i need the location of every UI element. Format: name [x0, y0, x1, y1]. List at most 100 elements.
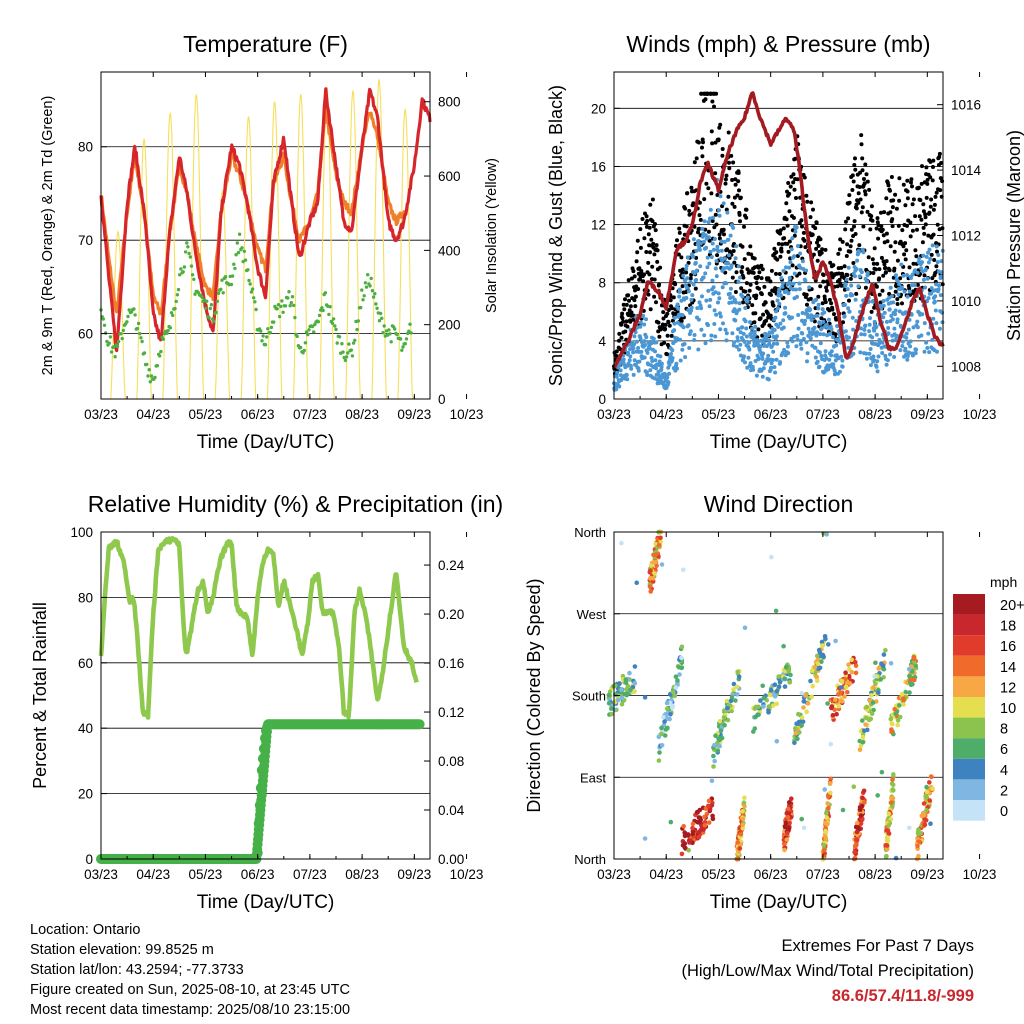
wind-direction-point	[876, 690, 881, 695]
gust-series-point	[634, 259, 639, 264]
gust-series-point	[833, 332, 838, 337]
wind-direction-point	[713, 733, 718, 738]
gust-series-point	[869, 214, 874, 219]
wind-series-point	[867, 329, 872, 334]
wind-direction-point	[888, 716, 894, 722]
legend-label: 10	[1000, 701, 1016, 717]
wind-series-point	[893, 338, 898, 343]
wind-direction-point	[809, 668, 815, 673]
wind-direction-point	[760, 683, 765, 689]
gust-series-point	[752, 256, 757, 261]
gust-series-point	[785, 223, 790, 228]
gust-series-point	[890, 205, 895, 210]
wind-series-point	[767, 338, 772, 343]
gust-series-point	[935, 222, 940, 227]
gust-series-point	[852, 219, 857, 224]
gust-series-point	[851, 179, 856, 184]
wind-direction-point	[716, 736, 721, 741]
dewpoint-series-point	[330, 321, 335, 325]
gust-series-point	[905, 196, 910, 201]
wind-series-point	[670, 348, 675, 353]
wind-series-point	[893, 308, 898, 313]
x-tick-label: 03/23	[597, 407, 631, 422]
wind-series-point	[618, 368, 623, 373]
extremes-box: Extremes For Past 7 Days (High/Low/Max W…	[681, 934, 974, 1009]
wind-direction-point	[758, 698, 763, 703]
wind-series-point	[831, 335, 835, 340]
wind-series-point	[933, 294, 938, 299]
wind-series-point	[773, 370, 778, 375]
wind-direction-point	[740, 822, 746, 828]
x-tick-label: 09/23	[397, 867, 431, 882]
wind-series-point	[753, 324, 758, 329]
wind-series-point	[672, 321, 677, 326]
dewpoint-series-point	[369, 276, 373, 281]
wind-series-point	[905, 273, 909, 277]
y2-tick-label: 0.24	[438, 558, 465, 573]
wind-series-point	[930, 243, 935, 248]
wind-series-point	[738, 342, 743, 347]
wind-direction-point	[814, 653, 820, 659]
gust-series-point	[725, 247, 730, 252]
gust-series-point	[723, 177, 728, 182]
dewpoint-series-point	[360, 288, 364, 292]
wind-series-point	[724, 281, 729, 286]
gust-series-point	[620, 311, 625, 316]
wind-direction-point	[677, 672, 682, 677]
created-text: Figure created on Sun, 2025-08-10, at 23…	[30, 982, 350, 998]
wind-direction-point	[923, 818, 929, 823]
gust-series-point	[648, 250, 652, 255]
gust-series-point	[636, 287, 641, 291]
wind-direction-point	[740, 809, 745, 814]
gust-series-point	[934, 190, 939, 195]
wind-series-point	[667, 362, 672, 367]
gust-series-point	[897, 198, 902, 203]
wind-direction-point	[654, 563, 659, 569]
wind-series-point	[940, 320, 945, 325]
wind-series-point	[806, 326, 811, 331]
gust-series-point	[647, 225, 652, 230]
gust-series-point	[733, 177, 738, 182]
gust-series-point	[871, 271, 876, 275]
wind-series-point	[887, 307, 892, 312]
wind-series-point	[775, 341, 780, 346]
wind-direction-point	[838, 690, 843, 695]
dewpoint-series-point	[254, 307, 258, 312]
gust-series-point	[793, 156, 798, 161]
gust-series-point	[716, 137, 721, 142]
wind-direction-point	[706, 803, 711, 809]
wind-direction-point	[825, 701, 830, 706]
wind-series-point	[674, 361, 679, 366]
wind-series-point	[818, 341, 823, 346]
wind-series-point	[840, 364, 845, 369]
wind-series-point	[733, 256, 738, 261]
dewpoint-series-point	[306, 332, 310, 337]
gust-series-point	[792, 187, 797, 192]
gust-series-point	[910, 184, 914, 189]
wind-series-point	[725, 210, 730, 215]
dewpoint-series-point	[139, 336, 143, 340]
wind-direction-point	[927, 798, 932, 803]
wind-series-point	[804, 268, 809, 273]
gust-series-point	[795, 177, 800, 182]
wind-direction-point	[770, 703, 776, 708]
gust-series-point	[877, 292, 882, 297]
wind-direction-point	[838, 685, 844, 690]
gust-series-point	[772, 246, 777, 251]
wind-series-point	[904, 331, 909, 336]
wind-direction-point	[656, 758, 662, 763]
gust-series-point	[815, 258, 820, 263]
wind-series-point	[895, 317, 900, 322]
gust-series-point	[903, 203, 908, 208]
wind-series-point	[926, 250, 930, 255]
gust-series-point	[658, 265, 663, 270]
dewpoint-series-point	[387, 328, 391, 332]
gust-series-point	[921, 209, 926, 214]
dewpoint-series	[99, 232, 413, 384]
wind-series-point	[915, 319, 920, 324]
gust-series-point	[848, 276, 853, 281]
extremes-subtitle: (High/Low/Max Wind/Total Precipitation)	[681, 962, 974, 980]
wind-series-point	[753, 359, 758, 363]
wind-series-point	[687, 346, 692, 350]
legend-label: 16	[1000, 639, 1016, 655]
